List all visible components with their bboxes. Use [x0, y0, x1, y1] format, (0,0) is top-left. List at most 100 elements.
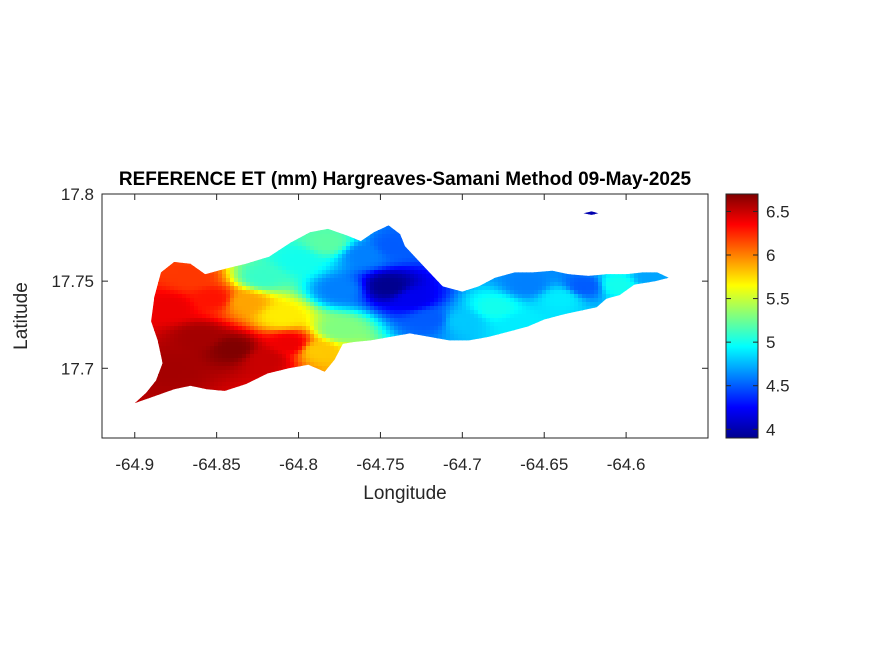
heat-cell — [390, 306, 395, 311]
heat-cell — [186, 310, 191, 315]
heat-cell — [386, 302, 391, 307]
heat-cell — [482, 282, 487, 287]
heat-cell — [350, 290, 355, 295]
heat-cell — [554, 274, 559, 279]
heat-cell — [334, 270, 339, 275]
heat-cell — [350, 322, 355, 327]
heat-cell — [402, 274, 407, 279]
heat-cell — [370, 246, 375, 251]
heat-cell — [458, 298, 463, 303]
heat-cell — [590, 298, 595, 303]
heat-cell — [418, 310, 423, 315]
heat-cell — [338, 298, 343, 303]
heat-cell — [434, 286, 439, 291]
heat-cell — [394, 262, 399, 267]
heat-cell — [522, 306, 527, 311]
heat-cell — [218, 310, 223, 315]
heat-cell — [234, 266, 239, 271]
heat-cell — [238, 322, 243, 327]
heat-cell — [218, 314, 223, 319]
heat-cell — [418, 286, 423, 291]
heat-cell — [214, 282, 219, 287]
heat-cell — [570, 298, 575, 303]
heat-cell — [390, 230, 395, 235]
heat-cell — [234, 274, 239, 279]
heat-cell — [546, 302, 551, 307]
heat-cell — [322, 270, 327, 275]
heat-cell — [250, 274, 255, 279]
heat-cell — [530, 306, 535, 311]
heat-cell — [526, 274, 531, 279]
heat-cell — [446, 294, 451, 299]
heat-cell — [366, 246, 371, 251]
heat-cell — [506, 318, 511, 323]
heat-cell — [246, 286, 251, 291]
heat-cell — [174, 262, 179, 267]
heat-cell — [442, 298, 447, 303]
heat-cell — [398, 310, 403, 315]
heat-cell — [178, 278, 183, 283]
heat-cell — [310, 298, 315, 303]
heat-cell — [302, 322, 307, 327]
heat-cell — [214, 322, 219, 327]
heat-cell — [362, 258, 367, 263]
heat-cell — [298, 242, 303, 247]
heat-cell — [302, 294, 307, 299]
heat-cell — [170, 270, 175, 275]
heat-cell — [510, 282, 515, 287]
heat-cell — [286, 258, 291, 263]
heat-cell — [342, 286, 347, 291]
heat-cell — [206, 310, 211, 315]
heat-cell — [274, 258, 279, 263]
heat-cell — [522, 274, 527, 279]
heat-cell — [286, 278, 291, 283]
heat-cell — [454, 318, 459, 323]
heat-cell — [246, 282, 251, 287]
heat-cell — [614, 282, 619, 287]
heat-cell — [162, 286, 167, 291]
heat-cell — [334, 266, 339, 271]
heat-cell — [270, 258, 275, 263]
heat-cell — [166, 322, 171, 327]
heat-cell — [306, 250, 311, 255]
heat-cell — [350, 302, 355, 307]
heat-cell — [530, 274, 535, 279]
heat-cell — [422, 278, 427, 283]
heat-cell — [282, 322, 287, 327]
heat-cell — [190, 286, 195, 291]
heat-cell — [214, 290, 219, 295]
heat-cell — [250, 290, 255, 295]
heat-cell — [326, 286, 331, 291]
heat-cell — [262, 282, 267, 287]
heat-cell — [434, 306, 439, 311]
heat-cell — [354, 238, 359, 243]
heat-cell — [266, 322, 271, 327]
heat-cell — [290, 242, 295, 247]
heat-cell — [194, 290, 199, 295]
heat-cell — [370, 298, 375, 303]
heat-cell — [270, 322, 275, 327]
heat-cell — [594, 282, 599, 287]
heat-cell — [346, 298, 351, 303]
heat-cell — [194, 270, 199, 275]
heat-cell — [362, 322, 367, 327]
heat-cell — [486, 290, 491, 295]
heat-cell — [286, 282, 291, 287]
heat-cell — [182, 282, 187, 287]
heat-cell — [294, 306, 299, 311]
heat-cell — [574, 286, 579, 291]
heat-cell — [366, 282, 371, 287]
heat-cell — [174, 266, 179, 271]
heat-cell — [410, 270, 415, 275]
heat-cell — [370, 278, 375, 283]
heat-cell — [226, 318, 231, 323]
heat-cell — [382, 298, 387, 303]
heat-cell — [254, 306, 259, 311]
heat-cell — [230, 290, 235, 295]
heat-cell — [330, 242, 335, 247]
heat-cell — [234, 314, 239, 319]
heat-cell — [522, 318, 527, 323]
heat-cell — [390, 286, 395, 291]
heat-cell — [350, 282, 355, 287]
heat-cell — [350, 314, 355, 319]
